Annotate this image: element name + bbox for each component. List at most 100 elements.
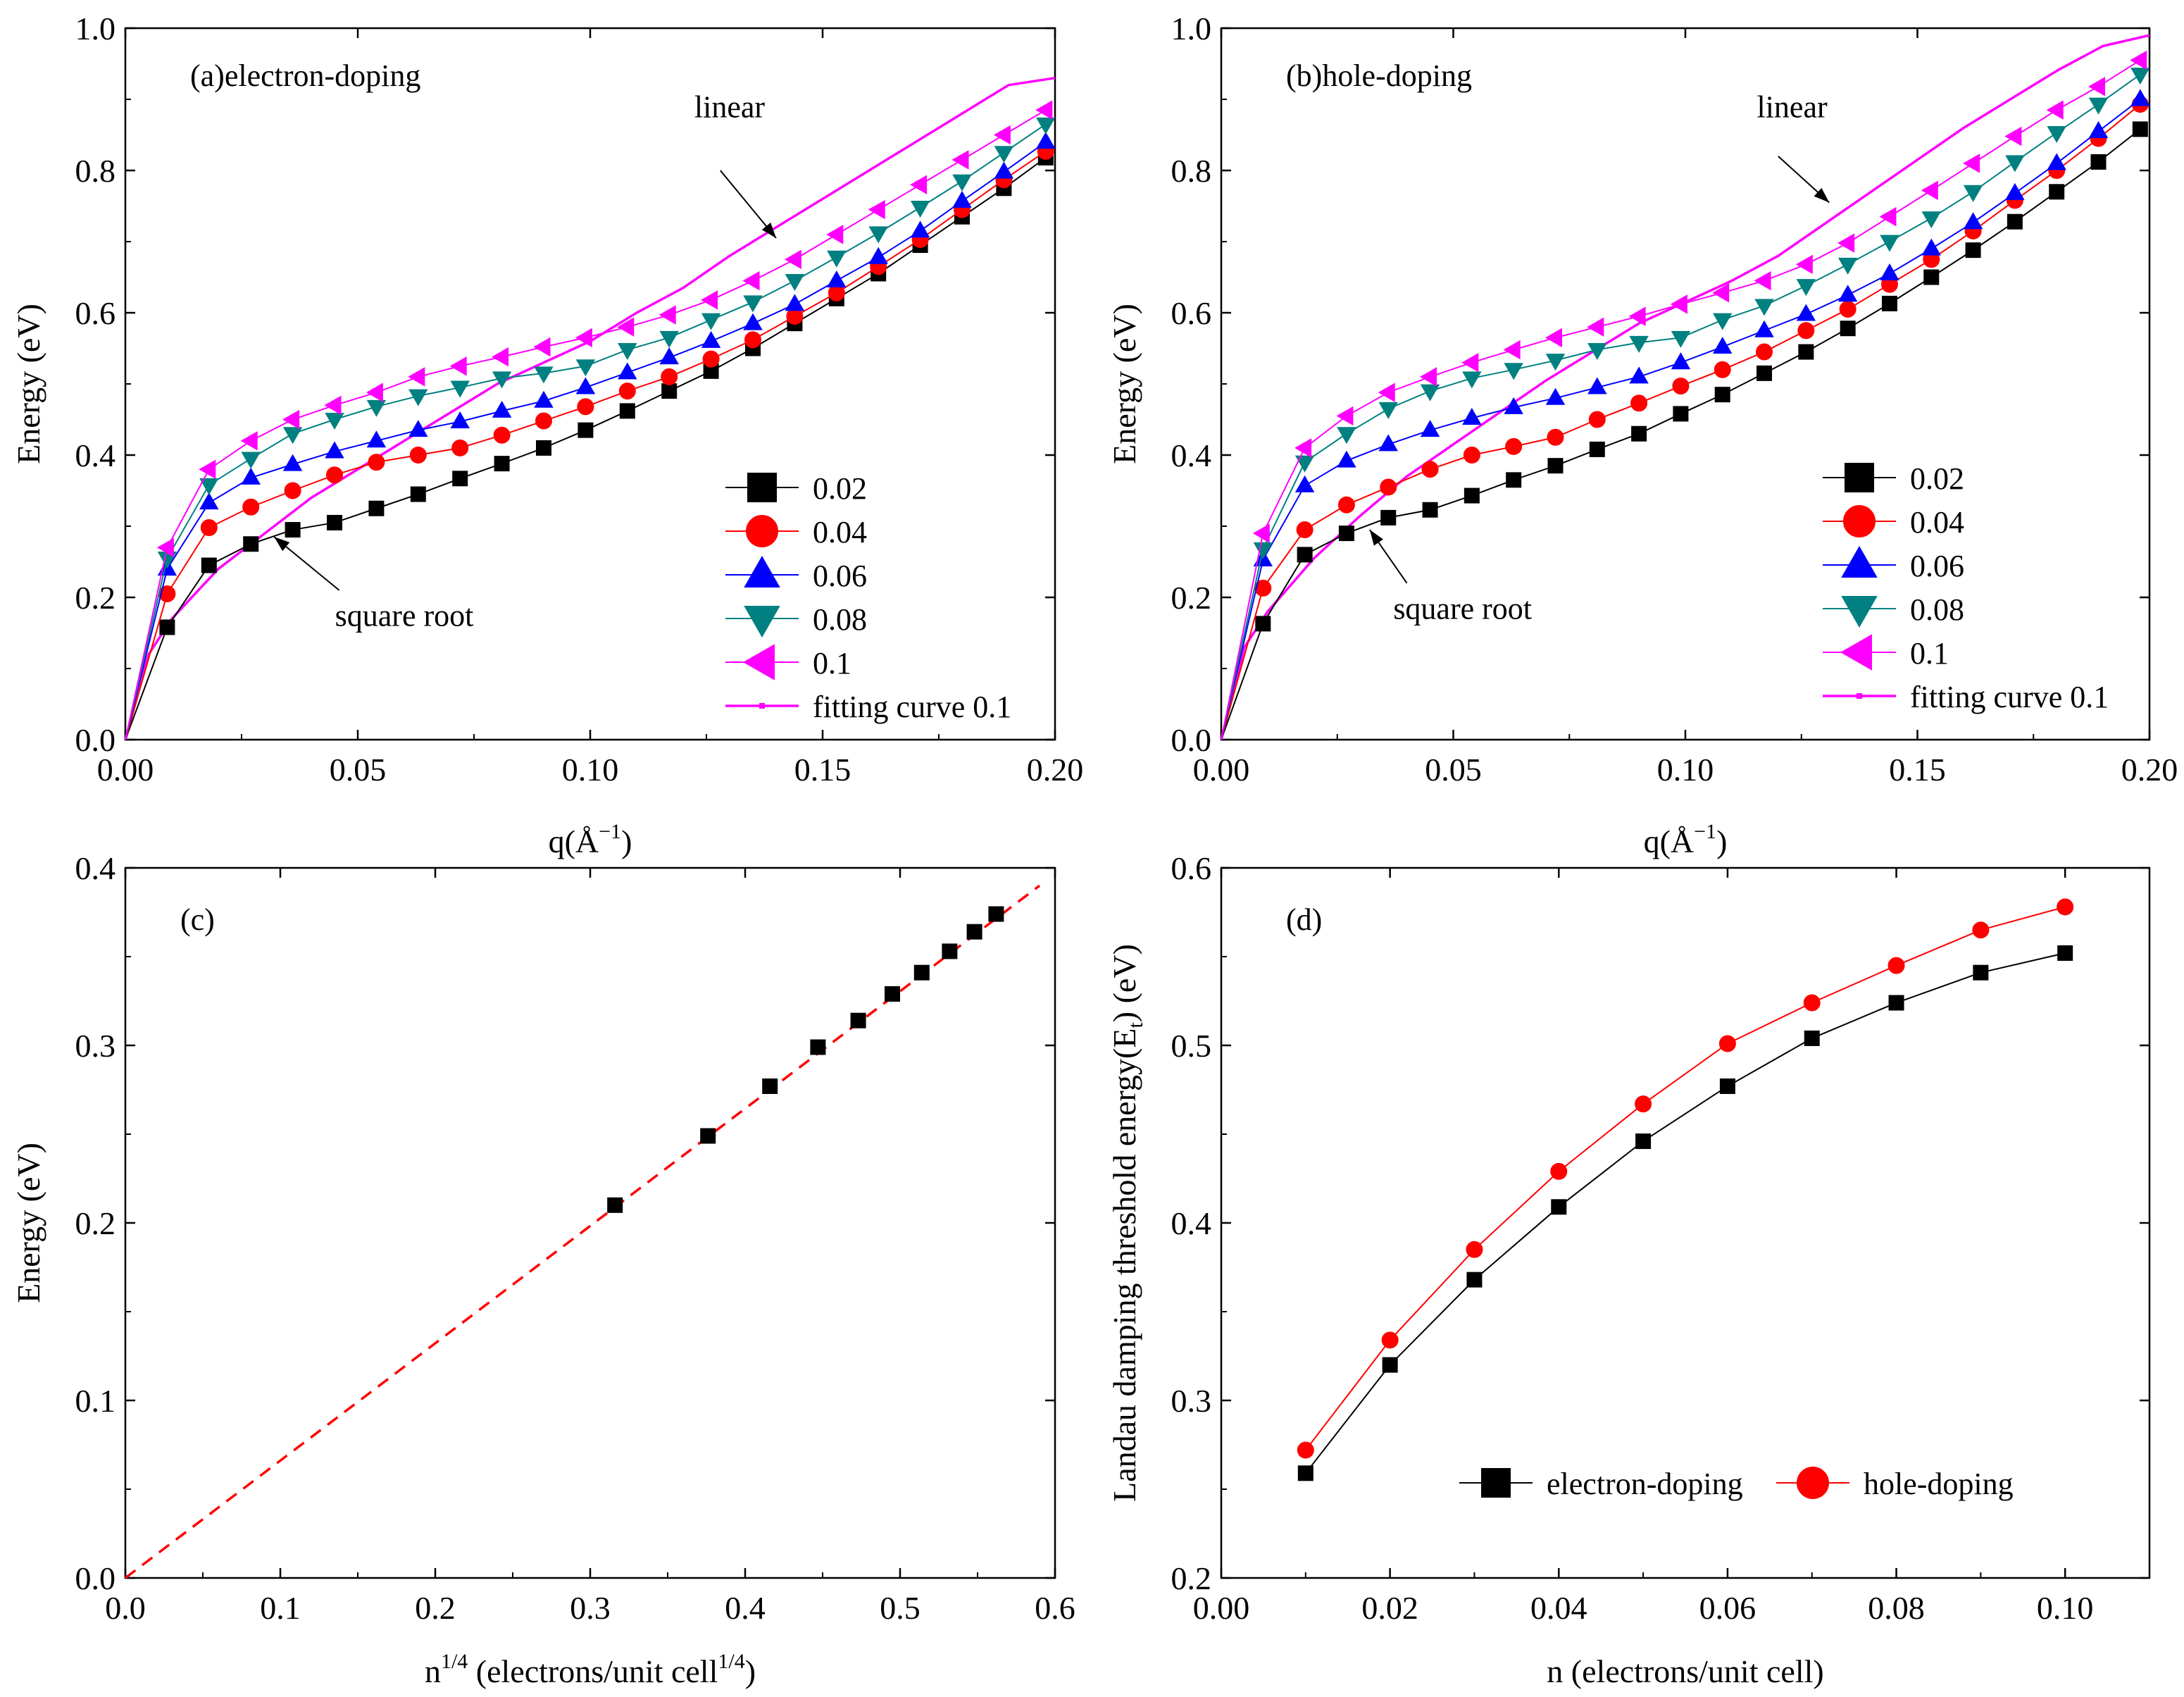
data-point-0.08	[1921, 211, 1941, 229]
data-point-0.06	[1587, 377, 1607, 394]
data-point-electron-doping	[1466, 1272, 1483, 1288]
x-axis-label-sup: 1/4	[441, 1650, 468, 1673]
x-tick-label: 0.08	[1868, 1590, 1925, 1626]
data-point-0.06	[325, 441, 344, 459]
data-point-0.08	[325, 413, 344, 430]
data-point	[700, 1128, 716, 1144]
legend-marker-0.1	[1840, 634, 1872, 671]
data-point-0.06	[618, 362, 637, 380]
data-point-0.04	[1380, 478, 1397, 496]
y-tick-label: 1.0	[75, 11, 116, 46]
data-point	[850, 1012, 866, 1028]
y-tick-label: 0.2	[1171, 1560, 1212, 1596]
data-point-0.06	[1671, 352, 1691, 370]
x-tick-label: 0.00	[97, 752, 154, 788]
data-point-0.08	[868, 226, 888, 244]
data-point-hole-doping	[1297, 1441, 1314, 1459]
panel-label: (b)hole-doping	[1286, 58, 1472, 93]
data-point	[966, 924, 982, 940]
x-axis-label-text: q(Å	[1644, 823, 1695, 859]
data-point-0.08	[1253, 542, 1273, 559]
data-point-0.02	[201, 557, 217, 573]
data-point-0.04	[1588, 411, 1606, 428]
data-point-0.04	[409, 447, 427, 464]
data-point	[607, 1197, 623, 1213]
x-tick-label: 0.02	[1361, 1590, 1418, 1626]
data-point-0.04	[1463, 447, 1480, 464]
data-point-0.08	[910, 201, 930, 218]
data-point-0.06	[450, 411, 470, 429]
data-point-0.06	[2088, 120, 2109, 138]
y-tick-label: 0.4	[1171, 437, 1212, 473]
x-tick-label: 0.6	[1035, 1590, 1075, 1626]
annotation-arrowhead	[274, 537, 290, 552]
data-point-0.1	[199, 459, 216, 479]
y-tick-label: 0.4	[1171, 1205, 1212, 1241]
legend-marker-0.08	[744, 606, 780, 638]
data-point-0.08	[450, 380, 470, 398]
legend-label: 0.06	[1910, 549, 1964, 583]
annotation-arrowhead	[1814, 187, 1830, 203]
data-point-0.06	[1036, 132, 1056, 149]
series-line-0.02	[1221, 128, 2141, 740]
data-point-0.04	[1296, 521, 1313, 539]
data-point-0.1	[1461, 352, 1479, 373]
data-point-0.02	[243, 536, 259, 552]
data-point-0.02	[1923, 269, 1940, 285]
data-point-0.04	[1714, 361, 1731, 378]
data-point-0.02	[1714, 387, 1730, 403]
series-line-0.04	[1221, 104, 2141, 740]
data-point-0.08	[2005, 155, 2025, 173]
data-point-0.04	[493, 426, 511, 444]
panel-a: 0.00 0.05 0.10 0.15 0.20 0.0 0.2 0.4 0.6 0.8 1.0 (a…	[11, 11, 1083, 859]
data-point	[810, 1039, 826, 1055]
x-axis-label: q(Å−1)	[549, 820, 632, 859]
x-tick-label: 0.20	[2121, 752, 2178, 788]
data-point-0.1	[2046, 100, 2064, 120]
data-point-0.08	[1796, 279, 1816, 297]
data-point-hole-doping	[1550, 1162, 1568, 1180]
x-axis-label-sup: −1	[599, 820, 621, 843]
data-point-0.04	[1839, 300, 1857, 318]
data-point-hole-doping	[1887, 957, 1905, 974]
data-point-0.1	[701, 290, 718, 310]
x-tick-label: 0.10	[1657, 752, 1714, 788]
data-point-0.1	[324, 395, 342, 416]
data-point-0.06	[1420, 420, 1440, 437]
data-point-0.1	[1837, 233, 1855, 253]
data-point-0.08	[785, 274, 805, 292]
annotation-arrowhead	[761, 222, 776, 238]
data-point-0.04	[1630, 394, 1648, 412]
x-tick-label: 0.5	[880, 1590, 921, 1626]
data-point-0.02	[1756, 365, 1773, 381]
x-axis-label-sup2: 1/4	[718, 1650, 744, 1673]
data-point-0.06	[282, 454, 303, 471]
legend-marker-0.08	[1841, 596, 1878, 628]
data-point-0.02	[1673, 406, 1689, 422]
y-axis-label-sub: t	[1124, 1022, 1147, 1028]
legend-fit-label: fitting curve 0.1	[1910, 680, 2109, 714]
data-point-0.08	[492, 371, 512, 389]
annotation-label: linear	[694, 89, 766, 124]
data-point-hole-doping	[1972, 921, 1990, 939]
data-point-0.02	[1380, 509, 1397, 526]
data-point-0.08	[1337, 427, 1356, 445]
x-tick-label: 0.05	[1425, 752, 1482, 788]
data-point-0.02	[368, 500, 385, 516]
data-point-0.1	[1963, 154, 1980, 173]
data-point-0.08	[1378, 402, 1398, 419]
legend-label: 0.02	[813, 471, 867, 506]
x-axis-label-sup: −1	[1694, 820, 1716, 843]
y-tick-label: 1.0	[1171, 11, 1212, 46]
data-point-0.04	[1547, 428, 1564, 446]
legend-marker-0.1	[742, 644, 775, 680]
data-point	[913, 964, 930, 981]
data-point-hole-doping	[1803, 994, 1821, 1012]
data-point-0.04	[1756, 343, 1773, 361]
x-tick-label: 0.20	[1027, 752, 1084, 788]
data-point-0.08	[1504, 363, 1523, 380]
data-point-0.06	[2130, 89, 2150, 106]
data-point-0.06	[492, 400, 512, 418]
y-axis-label-end: ) (eV)	[1106, 944, 1142, 1022]
data-point-0.1	[1921, 180, 1938, 201]
